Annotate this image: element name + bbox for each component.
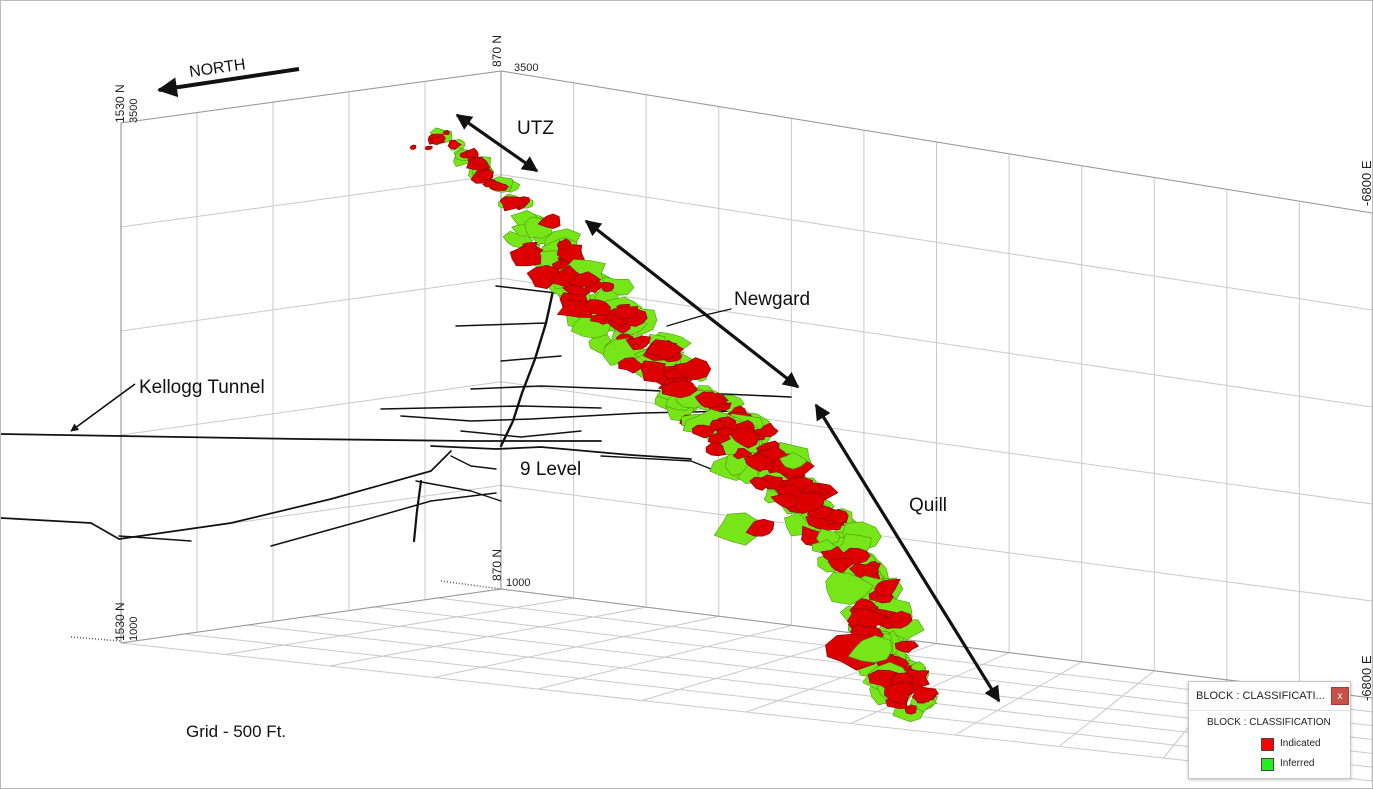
tunnel-drift <box>430 445 692 460</box>
tunnel-drift <box>118 535 192 542</box>
indicated-block <box>749 476 772 491</box>
tunnel-drift <box>1 433 602 442</box>
indicated-block <box>709 419 725 432</box>
tunnel-drift <box>1 450 452 540</box>
indicated-block <box>756 422 779 438</box>
indicated-block <box>556 238 572 250</box>
legend-label: Inferred <box>1280 758 1315 769</box>
tunnel-drift <box>666 308 732 327</box>
classified-blocks <box>409 127 939 722</box>
legend-subtitle: BLOCK : CLASSIFICATION <box>1207 717 1331 728</box>
indicated-block <box>424 145 433 151</box>
axis-label-right-top-coord: -6800 E <box>1359 160 1372 206</box>
indicated-block <box>732 448 753 460</box>
indicated-block <box>549 265 586 289</box>
indicated-block <box>537 213 561 229</box>
axis-label-top-mid-coord: 870 N <box>490 35 504 67</box>
axis-label-right-bottom-coord: -6800 E <box>1359 655 1372 701</box>
tunnel-drift <box>460 430 582 438</box>
axis-label-bottom-left-elev: 1000 <box>128 617 140 641</box>
close-icon: x <box>1337 691 1343 702</box>
tunnel-drift <box>500 355 562 362</box>
indicated-block <box>705 442 727 457</box>
grid-scale-label: Grid - 500 Ft. <box>186 722 286 741</box>
box-edge <box>120 588 502 644</box>
utz-extent-arrow <box>455 113 539 173</box>
legend-label: Indicated <box>1280 738 1321 749</box>
indicated-block <box>488 178 509 191</box>
indicated-block <box>442 130 450 135</box>
tunnel-drift <box>270 492 497 547</box>
indicated-block <box>526 265 561 290</box>
box-edge <box>500 70 1372 214</box>
tunnel-drift <box>415 480 502 502</box>
legend-close-button[interactable]: x <box>1331 687 1349 705</box>
kellogg-tunnel-label: Kellogg Tunnel <box>139 377 265 398</box>
indicated-block <box>694 391 727 408</box>
grid-line <box>120 174 502 228</box>
indicated-block <box>691 424 715 439</box>
tunnel-drift <box>450 455 497 470</box>
legend-panel[interactable]: BLOCK : CLASSIFICATI... x BLOCK : CLASSI… <box>1188 681 1351 779</box>
quill-extent-arrow <box>814 403 1001 703</box>
box-edge <box>120 70 502 124</box>
axis-label-top-left-coord: 1530 N <box>113 84 127 123</box>
indicated-block <box>745 518 775 537</box>
indicated-block <box>509 245 542 267</box>
inferred-block <box>779 451 808 470</box>
utz-label: UTZ <box>517 118 554 139</box>
axis-label-top-left-elev: 3500 <box>128 99 140 123</box>
axis-label-bottom-mid-coord: 870 N <box>490 549 504 581</box>
kellogg-leader-arrow <box>70 383 136 432</box>
legend-titlebar[interactable]: BLOCK : CLASSIFICATI... x <box>1189 682 1350 711</box>
indicated-swatch <box>1261 738 1274 751</box>
indicated-block <box>730 427 759 449</box>
indicated-block <box>409 144 417 150</box>
underground-workings <box>1 285 792 547</box>
newgard-extent-arrow <box>584 219 800 389</box>
indicated-block <box>744 453 775 473</box>
indicated-block <box>429 136 443 145</box>
axis-label-bottom-left-coord: 1530 N <box>113 602 127 641</box>
indicated-block <box>770 493 798 509</box>
tunnel-drift <box>470 385 792 398</box>
grid-line <box>184 633 1372 768</box>
inferred-swatch <box>1261 758 1274 771</box>
nine-level-label: 9 Level <box>520 459 581 480</box>
quill-label: Quill <box>909 495 947 516</box>
tunnel-drift <box>380 405 602 410</box>
grid-line <box>120 381 502 436</box>
tunnel-drift <box>455 322 547 327</box>
grid-line <box>120 642 1372 782</box>
indicated-block <box>904 704 917 715</box>
indicated-block <box>499 196 524 212</box>
axis-label-bottom-mid-elev: 1000 <box>506 577 530 589</box>
floor-dots <box>440 580 502 590</box>
newgard-label: Newgard <box>734 289 810 310</box>
grid-line <box>247 624 1372 754</box>
grid-line <box>500 174 1372 311</box>
tunnel-drift <box>495 285 557 294</box>
legend-title: BLOCK : CLASSIFICATI... <box>1196 690 1325 702</box>
axis-label-top-mid-elev: 3500 <box>514 62 538 74</box>
tunnel-drift <box>499 289 555 448</box>
grid-line <box>120 277 502 332</box>
tunnel-drift <box>412 479 423 543</box>
annotation-arrows <box>70 67 1001 703</box>
indicated-block <box>716 427 736 437</box>
north-arrow <box>157 67 300 98</box>
indicated-block <box>601 282 614 292</box>
